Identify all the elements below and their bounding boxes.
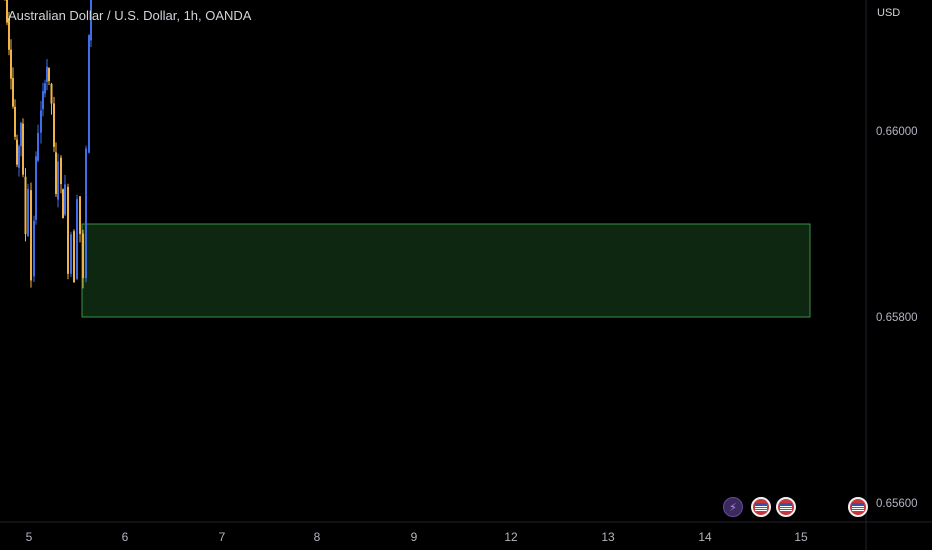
candle-body bbox=[37, 132, 39, 161]
flash-event-icon[interactable]: ⚡ bbox=[723, 497, 743, 517]
candle-body bbox=[55, 152, 57, 194]
candle-body bbox=[30, 190, 32, 281]
x-tick-label: 5 bbox=[26, 530, 33, 544]
us-flag-event-icon[interactable] bbox=[848, 497, 868, 517]
y-tick-label: 0.65800 bbox=[876, 312, 918, 324]
candle-body bbox=[88, 35, 90, 153]
candle-body bbox=[60, 157, 62, 185]
candle-body bbox=[6, 0, 8, 23]
candle-body bbox=[79, 196, 81, 234]
x-tick-label: 7 bbox=[219, 530, 226, 544]
x-tick-label: 13 bbox=[601, 530, 615, 544]
x-tick-label: 9 bbox=[411, 530, 418, 544]
chart-title: Australian Dollar / U.S. Dollar, 1h, OAN… bbox=[8, 8, 252, 23]
x-tick-label: 12 bbox=[504, 530, 518, 544]
currency-label: USD bbox=[877, 7, 901, 19]
candle-body bbox=[64, 184, 66, 215]
candle-body bbox=[90, 0, 92, 41]
candle-body bbox=[44, 83, 46, 94]
candle-body bbox=[24, 176, 27, 235]
x-tick-label: 8 bbox=[314, 530, 321, 544]
x-tick-label: 14 bbox=[698, 530, 712, 544]
candle-body bbox=[57, 161, 59, 200]
y-tick-label: 0.65600 bbox=[876, 498, 918, 510]
candle-body bbox=[73, 231, 75, 283]
candle-body bbox=[85, 148, 87, 279]
y-tick-label: 0.66000 bbox=[876, 126, 918, 138]
candle-body bbox=[33, 220, 35, 277]
candle-body bbox=[53, 103, 55, 147]
candle-body bbox=[14, 106, 16, 137]
x-tick-label: 6 bbox=[122, 530, 129, 544]
candle-body bbox=[76, 199, 78, 279]
candle-body bbox=[46, 66, 48, 82]
candle-body bbox=[67, 186, 69, 274]
candle-body bbox=[82, 233, 84, 279]
candle-body bbox=[40, 110, 42, 133]
us-flag-event-icon[interactable] bbox=[751, 497, 771, 517]
candle-body bbox=[48, 67, 50, 82]
candle-body bbox=[18, 146, 20, 168]
candle-body bbox=[35, 156, 37, 220]
demand-zone bbox=[81, 223, 811, 318]
candle-body bbox=[42, 91, 44, 110]
candle-body bbox=[50, 83, 53, 104]
candle-body bbox=[70, 234, 72, 274]
candle-body bbox=[20, 122, 22, 147]
candle-body bbox=[16, 139, 18, 165]
candle-body bbox=[8, 18, 10, 50]
candle-body bbox=[27, 188, 29, 237]
x-tick-label: 15 bbox=[794, 530, 808, 544]
candle-body bbox=[12, 78, 14, 107]
us-flag-event-icon[interactable] bbox=[776, 497, 796, 517]
candle-body bbox=[62, 189, 64, 219]
candle-body bbox=[22, 123, 24, 175]
candle-body bbox=[10, 49, 12, 79]
